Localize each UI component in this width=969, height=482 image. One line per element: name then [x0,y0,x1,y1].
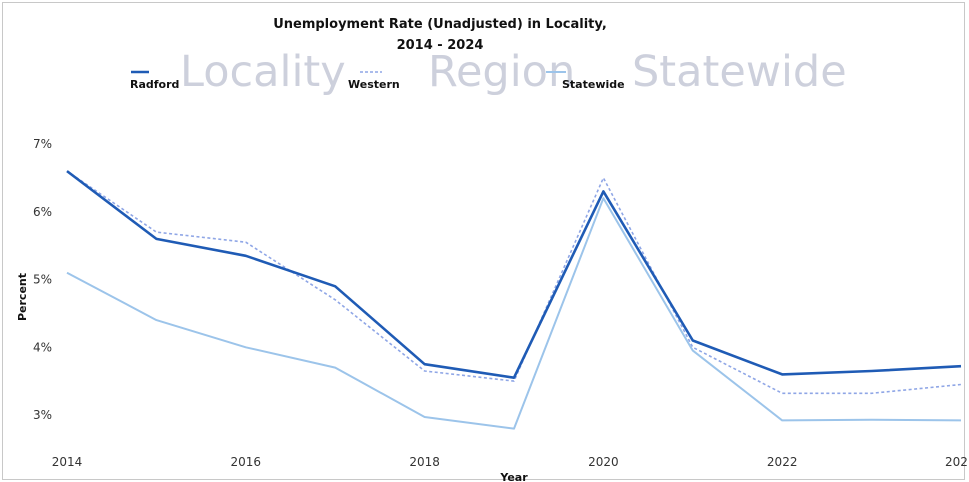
x-axis-title: Year [499,471,528,482]
y-tick-label: 3% [33,408,52,422]
series-lines [66,170,962,430]
y-tick-label: 6% [33,205,52,219]
y-axis-title: Percent [16,273,29,321]
chart-title-line-2: 2014 - 2024 [396,38,484,53]
x-tick-label: 2022 [767,455,798,469]
chart-title: Unemployment Rate (Unadjusted) in Locali… [0,14,880,56]
legend-overlay-statewide: Statewide [632,47,847,97]
legend-label-radford: Radford [130,78,179,91]
legend-overlay-locality: Locality [180,47,346,97]
x-tick-label: 2014 [52,455,83,469]
x-tick-label: 2016 [231,455,262,469]
series-line-western [66,170,962,395]
x-axis-ticks: 2014 2016 2018 2020 2022 202 [52,455,968,469]
y-tick-label: 4% [33,340,52,354]
x-tick-label: 2020 [588,455,619,469]
legend-label-statewide: Statewide [562,78,625,91]
series-line-statewide [66,197,962,430]
series-line-radford [66,170,962,380]
y-axis-ticks: 3% 4% 5% 6% 7% [33,137,52,422]
y-tick-label: 5% [33,273,52,287]
legend-label-western: Western [348,78,400,91]
x-tick-label: 2018 [409,455,440,469]
y-tick-label: 7% [33,137,52,151]
chart-title-line-1: Unemployment Rate (Unadjusted) in Locali… [273,17,607,32]
x-tick-label: 202 [945,455,968,469]
